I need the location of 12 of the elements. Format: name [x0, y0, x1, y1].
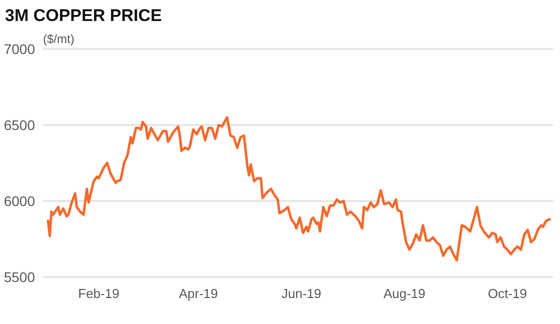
y-tick-label: 6000	[4, 193, 36, 209]
chart-title: 3M COPPER PRICE	[5, 6, 162, 25]
line-series	[46, 116, 551, 262]
x-tick-label: Apr-19	[178, 286, 218, 301]
x-tick-label: Feb-19	[78, 286, 120, 301]
y-tick-label: 6500	[4, 117, 36, 133]
y-axis-title: ($/mt)	[43, 32, 74, 46]
x-tick-label: Aug-19	[383, 286, 426, 301]
x-tick-label: Jun-19	[282, 286, 322, 301]
y-tick-label: 5500	[4, 269, 36, 285]
y-tick-label: 7000	[4, 41, 36, 57]
x-tick-label: Oct-19	[488, 286, 527, 301]
